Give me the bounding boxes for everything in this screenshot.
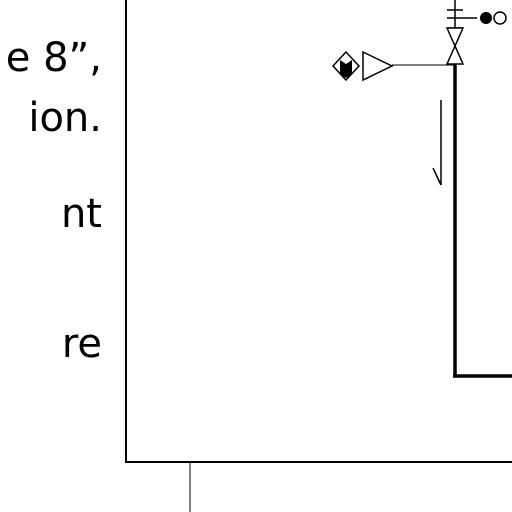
triangle-icon [362, 50, 394, 82]
control-valve-symbol [331, 50, 394, 82]
actuator-icon [340, 60, 352, 78]
diagram-frame [125, 0, 512, 512]
filled-dot-icon [480, 12, 492, 24]
gate-valve-symbol [445, 27, 465, 65]
pipe-line [453, 64, 512, 378]
flow-direction-arrow [432, 100, 442, 186]
slide-text-line: e 8”, [5, 35, 102, 81]
slide-text-line: ion. [28, 95, 102, 141]
slide-text-fragment: e 8”, ion. nt re [0, 0, 120, 512]
open-dot-icon [493, 11, 507, 25]
slide-text-line: re [61, 321, 102, 367]
slide-text-line: nt [60, 191, 102, 237]
stem-indicator [447, 0, 507, 28]
